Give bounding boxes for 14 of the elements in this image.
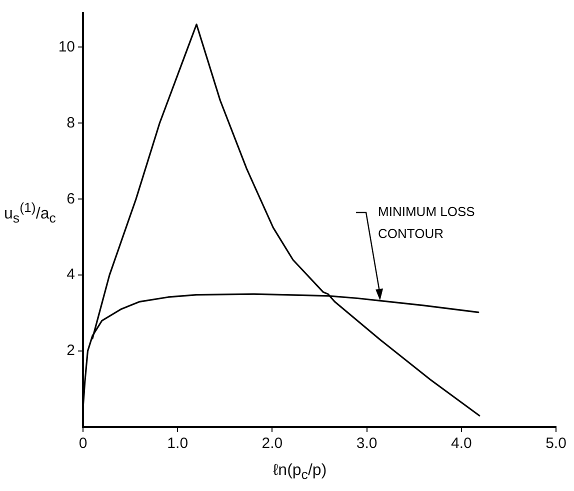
x-tick-label: 4.0	[450, 435, 472, 452]
annotation: MINIMUM LOSS CONTOUR	[378, 202, 476, 243]
y-tick-label: 4	[66, 266, 75, 284]
y-axis-title: u$_{s}$$^{(1)}$/a$_{c}$	[4, 200, 56, 226]
x-tick-label: 1.0	[167, 435, 188, 452]
x-tick-label: 5.0	[546, 435, 566, 452]
x-tick-label: 0	[78, 435, 88, 452]
y-tick-label: 8	[66, 114, 75, 132]
y-tick-label: 6	[66, 190, 75, 208]
x-tick-label: 2.0	[262, 435, 283, 452]
x-tick-label: 3.0	[356, 435, 378, 452]
y-tick-label: 10	[58, 38, 75, 56]
x-axis-title: ℓn(p$_{c}$/p)	[273, 462, 327, 482]
y-tick-label: 2	[66, 342, 75, 360]
